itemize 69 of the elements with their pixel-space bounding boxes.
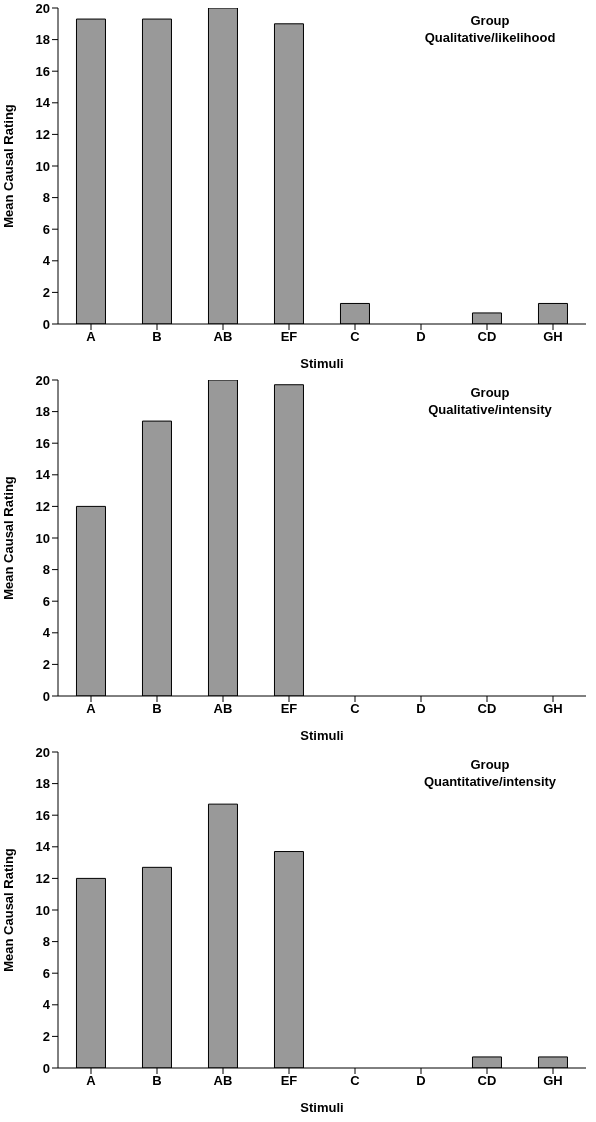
x-tick-label: GH	[543, 329, 563, 345]
x-axis-title: Stimuli	[300, 728, 344, 743]
chart-title: Group	[469, 384, 511, 401]
x-tick-label: C	[350, 1073, 361, 1089]
x-tick-label: C	[350, 329, 361, 345]
y-tick-label: 10	[35, 158, 50, 174]
y-tick-label: 20	[35, 0, 50, 16]
chart-title: Group	[469, 12, 511, 29]
y-tick-label: 2	[42, 657, 50, 673]
y-tick-label: 18	[35, 404, 50, 420]
text: Quantitative/intensity	[422, 773, 558, 790]
x-tick-label: B	[152, 1073, 162, 1089]
text: Qualitative/likelihood	[423, 29, 557, 46]
x-tick-label: AB	[213, 1073, 233, 1089]
y-tick-label: 16	[35, 807, 50, 823]
y-tick-label: 0	[42, 688, 50, 704]
x-tick-label: EF	[280, 701, 298, 717]
x-tick-label: AB	[213, 701, 233, 717]
y-tick-label: 8	[42, 190, 50, 206]
y-tick-label: 20	[35, 372, 50, 388]
y-tick-label: 14	[35, 95, 51, 111]
x-tick-label: B	[152, 329, 162, 345]
x-tick-label: GH	[543, 1073, 563, 1089]
x-tick-label: EF	[280, 329, 298, 345]
x-tick-label: D	[416, 1073, 426, 1089]
y-tick-label: 6	[42, 593, 50, 609]
y-tick-label: 16	[35, 63, 50, 79]
y-tick-label: 2	[42, 1029, 50, 1045]
x-tick-label: B	[152, 701, 162, 717]
x-axis-title: Stimuli	[300, 356, 344, 371]
x-tick-label: C	[350, 701, 361, 717]
y-tick-label: 4	[42, 625, 51, 641]
y-tick-label: 14	[35, 467, 51, 483]
y-tick-label: 20	[35, 744, 50, 760]
x-tick-label: GH	[543, 701, 563, 717]
y-tick-label: 14	[35, 839, 51, 855]
y-tick-label: 6	[42, 965, 50, 981]
y-tick-label: 18	[35, 776, 50, 792]
x-tick-label: A	[86, 701, 97, 717]
x-tick-label: A	[86, 1073, 97, 1089]
x-tick-label: EF	[280, 1073, 298, 1089]
x-tick-label: D	[416, 329, 426, 345]
y-tick-label: 12	[35, 871, 50, 887]
y-tick-label: 0	[42, 1060, 50, 1076]
y-tick-label: 6	[42, 221, 50, 237]
x-axis-title: Stimuli	[300, 1100, 344, 1115]
y-tick-label: 4	[42, 997, 51, 1013]
text: Qualitative/intensity	[427, 401, 553, 418]
y-tick-label: 16	[35, 435, 50, 451]
y-tick-label: 12	[35, 499, 50, 515]
y-axis-title: Mean Causal Rating	[0, 476, 16, 600]
y-axis-title: Mean Causal Rating	[0, 104, 16, 228]
y-tick-label: 2	[42, 285, 50, 301]
x-tick-label: AB	[213, 329, 233, 345]
y-tick-label: 0	[42, 316, 50, 332]
x-tick-label: CD	[477, 329, 497, 345]
y-tick-label: 12	[35, 127, 50, 143]
x-tick-label: A	[86, 329, 97, 345]
y-axis-title: Mean Causal Rating	[0, 848, 16, 972]
y-tick-label: 4	[42, 253, 51, 269]
y-tick-label: 10	[35, 530, 50, 546]
y-tick-label: 10	[35, 902, 50, 918]
x-tick-label: CD	[477, 701, 497, 717]
y-tick-label: 18	[35, 32, 50, 48]
y-tick-label: 8	[42, 934, 50, 950]
chart-title: Group	[469, 756, 511, 773]
x-tick-label: CD	[477, 1073, 497, 1089]
x-tick-label: D	[416, 701, 426, 717]
y-tick-label: 8	[42, 562, 50, 578]
